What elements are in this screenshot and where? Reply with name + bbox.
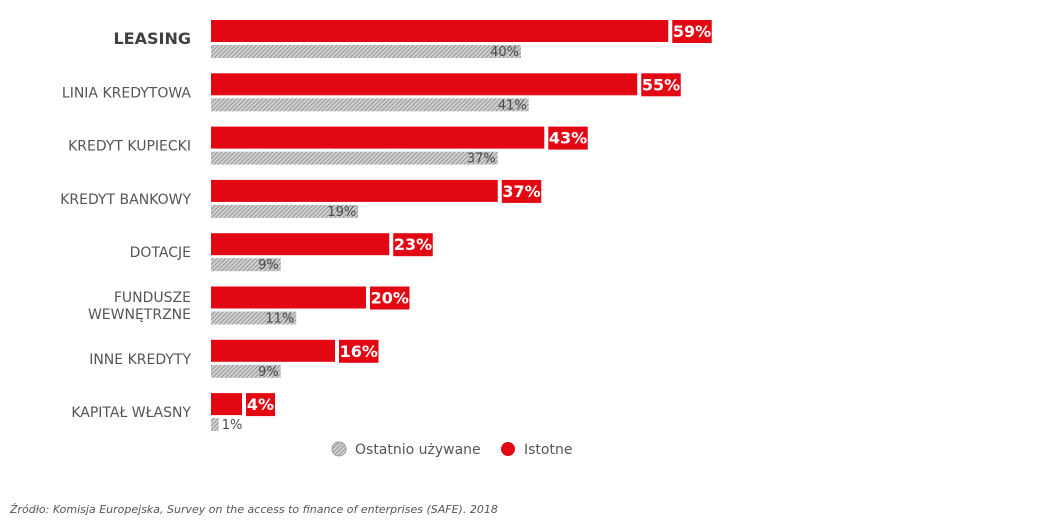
value-box-istotne-leasing [672, 20, 712, 43]
category-label-kredyt-kupiecki: KREDYT KUPIECKI [68, 139, 191, 155]
bar-ostatnio-leasing [211, 45, 521, 58]
legend-marker-ostatnio [331, 441, 347, 457]
bar-ostatnio-kredyt-bankowy [211, 204, 359, 218]
category-label-dotacje: DOTACJE [130, 245, 191, 261]
source-note: Źródło: Komisja Europejska, Survey on th… [10, 503, 498, 516]
value-label-ostatnio-linia-kredytowa: 41% [498, 98, 527, 113]
value-box-istotne-inne-kredyty [339, 339, 379, 363]
value-label-istotne-kredyt-kupiecki: 43% [549, 129, 587, 148]
value-box-istotne-kapital-wlasny [246, 393, 275, 417]
value-box-istotne-kredyt-bankowy [501, 179, 542, 203]
legend-marker-istotne [501, 442, 515, 456]
value-label-istotne-linia-kredytowa: 55% [642, 75, 680, 94]
value-box-istotne-kredyt-kupiecki [548, 126, 588, 150]
value-label-istotne-inne-kredyty: 16% [340, 342, 378, 361]
bar-istotne-leasing [211, 20, 669, 42]
category-label-inne-kredyty: INNE KREDYTY [89, 352, 191, 368]
category-label-kredyt-bankowy: KREDYT BANKOWY [60, 192, 191, 208]
value-label-ostatnio-dotacje: 9% [258, 258, 279, 273]
category-label-kapital-wlasny: KAPITAŁ WŁASNY [71, 405, 191, 421]
category-label-leasing: LEASING [113, 29, 191, 48]
bar-ostatnio-fundusze-wewnetrzne [211, 311, 297, 325]
bar-ostatnio-kredyt-kupiecki [211, 151, 498, 165]
value-label-istotne-leasing: 59% [673, 22, 711, 41]
value-box-istotne-dotacje [393, 233, 433, 257]
value-label-ostatnio-kredyt-kupiecki: 37% [467, 152, 496, 167]
bar-istotne-inne-kredyty [211, 339, 335, 362]
value-label-istotne-kredyt-bankowy: 37% [502, 182, 540, 201]
legend-label-istotne: Istotne [524, 442, 572, 458]
value-label-istotne-kapital-wlasny: 4% [247, 395, 274, 414]
value-label-ostatnio-inne-kredyty: 9% [258, 365, 279, 380]
bar-istotne-fundusze-wewnetrzne [211, 286, 366, 309]
bar-istotne-kapital-wlasny [211, 393, 242, 416]
bar-istotne-dotacje [211, 233, 390, 256]
bar-istotne-kredyt-kupiecki [211, 126, 545, 149]
bar-ostatnio-linia-kredytowa [211, 98, 529, 112]
bar-istotne-linia-kredytowa [211, 73, 638, 96]
legend-label-ostatnio: Ostatnio używane [355, 442, 481, 458]
bar-istotne-kredyt-bankowy [211, 179, 498, 202]
value-label-ostatnio-kapital-wlasny: 1% [222, 418, 243, 433]
value-box-istotne-linia-kredytowa [641, 73, 681, 97]
category-label-linia-kredytowa: LINIA KREDYTOWA [62, 85, 192, 101]
value-label-ostatnio-leasing: 40% [490, 45, 519, 60]
category-label-fundusze-wewnetrzne: FUNDUSZE WEWNĘTRZNE [88, 290, 191, 323]
chart-legend: Ostatnio używane Istotne [331, 441, 572, 458]
value-label-istotne-fundusze-wewnetrzne: 20% [371, 289, 409, 308]
value-label-ostatnio-fundusze-wewnetrzne: 11% [265, 312, 294, 327]
value-label-ostatnio-kredyt-bankowy: 19% [327, 205, 356, 220]
bar-ostatnio-kapital-wlasny [211, 418, 219, 432]
value-label-istotne-dotacje: 23% [394, 235, 432, 254]
bar-ostatnio-inne-kredyty [211, 364, 281, 378]
value-box-istotne-fundusze-wewnetrzne [370, 286, 410, 310]
bar-ostatnio-dotacje [211, 258, 281, 272]
